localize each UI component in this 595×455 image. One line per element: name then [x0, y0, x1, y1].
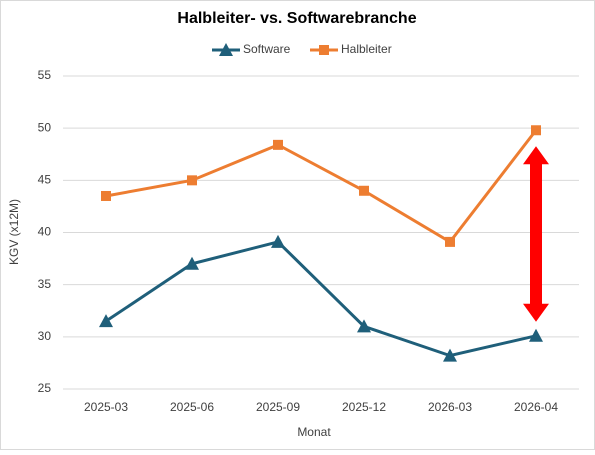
legend-marker	[319, 45, 329, 55]
x-axis-label: Monat	[297, 425, 331, 439]
y-tick-label: 45	[38, 173, 52, 187]
x-tick-label: 2026-03	[428, 400, 472, 414]
y-tick-label: 35	[38, 277, 52, 291]
data-point	[357, 319, 371, 333]
data-point	[445, 236, 455, 247]
series-line	[105, 129, 538, 244]
series-line	[105, 240, 537, 358]
x-tick-label: 2025-12	[342, 400, 386, 414]
legend-marker	[219, 43, 233, 56]
data-point	[531, 125, 541, 136]
data-point	[185, 256, 199, 270]
data-point	[101, 190, 111, 201]
data-point	[99, 314, 113, 328]
y-tick-label: 25	[38, 381, 52, 395]
y-tick-label: 30	[38, 329, 52, 343]
x-tick-label: 2026-04	[514, 400, 558, 414]
x-tick-label: 2025-03	[84, 400, 128, 414]
y-tick-label: 50	[38, 120, 52, 134]
data-point	[529, 328, 543, 342]
data-point	[443, 348, 457, 362]
data-point	[359, 185, 369, 196]
data-point	[271, 234, 285, 248]
x-tick-label: 2025-09	[256, 400, 300, 414]
chart-title: Halbleiter- vs. Softwarebranche	[177, 10, 416, 27]
y-tick-label: 40	[38, 225, 52, 239]
data-point	[273, 139, 283, 150]
x-tick-label: 2025-06	[170, 400, 214, 414]
y-tick-label: 55	[38, 68, 52, 82]
annotation-arrow	[523, 146, 549, 322]
legend-label: Software	[243, 42, 291, 56]
y-axis-label: KGV (x12M)	[7, 199, 21, 265]
data-point	[187, 175, 197, 186]
legend-label: Halbleiter	[341, 42, 392, 56]
